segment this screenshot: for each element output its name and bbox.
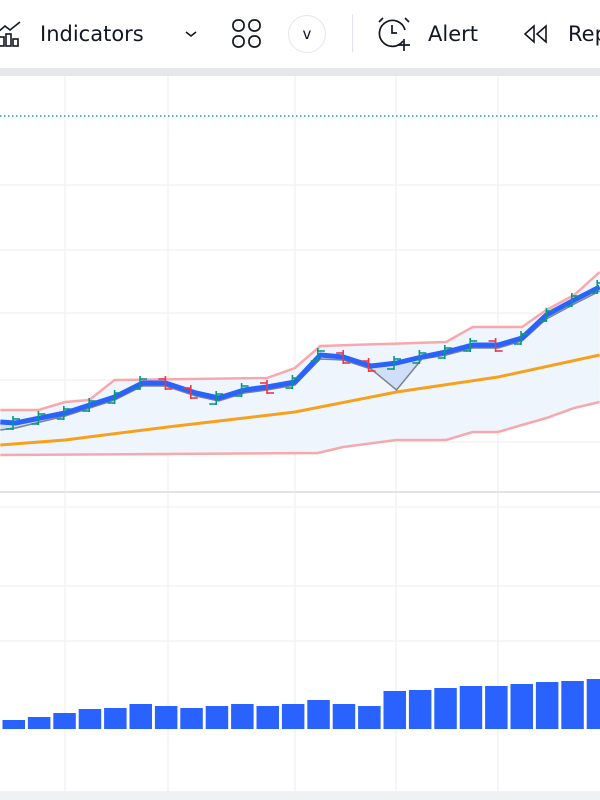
volume-bar — [434, 688, 457, 729]
volume-bar — [27, 717, 51, 729]
volume-bars — [2, 679, 600, 729]
template-button[interactable]: v — [288, 0, 326, 68]
indicators-label: Indicators — [40, 22, 144, 46]
chevron-down-icon — [185, 31, 197, 38]
band-upper-line — [0, 271, 600, 412]
volume-bar — [561, 681, 584, 729]
grid — [0, 76, 600, 791]
volume-bar — [535, 682, 559, 729]
volume-bar — [510, 684, 533, 729]
volume-bar — [129, 704, 152, 729]
volume-bar — [53, 713, 76, 729]
replay-button[interactable]: Rep — [522, 0, 600, 68]
toolbar-divider — [352, 14, 353, 52]
alert-label: Alert — [428, 22, 478, 46]
volume-bar — [383, 691, 406, 729]
top-toolbar: Indicators v Alert Rep — [0, 0, 600, 68]
volume-bar — [307, 700, 330, 729]
volume-bar — [154, 706, 178, 729]
template-button-label: v — [302, 25, 312, 43]
band-lower-line — [0, 400, 600, 457]
volume-bar — [256, 706, 279, 729]
volume-bar — [358, 706, 381, 729]
time-axis-strip — [0, 791, 600, 800]
layout-grid-icon — [232, 19, 261, 48]
volume-bar — [485, 686, 508, 729]
volume-bar — [281, 704, 305, 729]
toolbar-separator — [0, 68, 600, 76]
indicators-button[interactable]: Indicators — [0, 0, 144, 68]
volume-bar — [2, 720, 25, 729]
volume-bar — [586, 679, 600, 729]
rewind-icon — [523, 24, 547, 44]
layout-button[interactable] — [231, 0, 263, 68]
volume-bar — [104, 708, 127, 729]
volume-bar — [180, 708, 203, 729]
indicators-dropdown-button[interactable] — [182, 0, 200, 68]
gray-ma-line — [0, 290, 600, 431]
volume-bar — [408, 690, 432, 729]
volume-bar — [459, 686, 483, 729]
volume-bar — [205, 706, 229, 729]
fast-ma-line — [0, 284, 600, 426]
indicator-lines — [0, 271, 600, 457]
template-button-circle: v — [288, 15, 326, 53]
indicators-icon — [0, 21, 21, 47]
volume-bar — [231, 704, 254, 729]
replay-label: Rep — [568, 22, 600, 46]
alert-button[interactable]: Alert — [376, 0, 478, 68]
bollinger-fill — [0, 272, 600, 455]
ohlc-bars — [6, 280, 600, 430]
volume-bar — [78, 709, 102, 729]
alarm-clock-plus-icon — [378, 17, 410, 51]
slow-ma-line — [0, 353, 600, 447]
volume-bar — [332, 704, 356, 729]
